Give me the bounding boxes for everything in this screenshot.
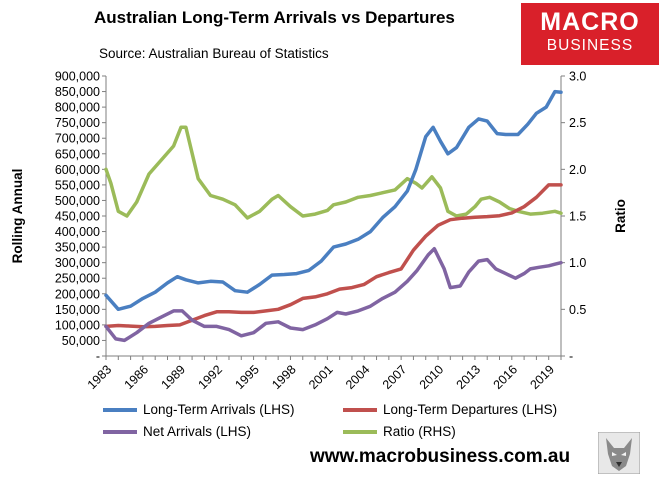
legend-departures: Long-Term Departures (LHS) — [343, 402, 557, 417]
x-tick-label: 2019 — [527, 362, 557, 392]
y-tick-label: - — [96, 350, 100, 364]
x-tick-label: 2016 — [491, 362, 521, 392]
x-tick-label: 1983 — [85, 362, 115, 392]
y2-tick-label: 2.0 — [569, 163, 586, 177]
y2-tick-label: 1.0 — [569, 256, 586, 270]
y2-axis-title: Ratio — [613, 199, 628, 233]
y-tick-label: 750,000 — [55, 116, 100, 130]
series-line-long-term-departures-lhs — [104, 183, 563, 329]
y-tick-label: 150,000 — [55, 303, 100, 317]
legend-ratio: Ratio (RHS) — [343, 424, 456, 439]
y-tick-label: 850,000 — [55, 85, 100, 99]
x-tick-label: 1998 — [269, 362, 299, 392]
y2-tick-label: 3.0 — [569, 70, 586, 84]
x-tick-label: 1986 — [122, 362, 152, 392]
chart-title: Australian Long-Term Arrivals vs Departu… — [94, 8, 455, 27]
y-tick-label: 200,000 — [55, 287, 100, 301]
chart-source: Source: Australian Bureau of Statistics — [99, 46, 329, 61]
y-tick-label: 400,000 — [55, 225, 100, 239]
y-axis-title: Rolling Annual — [10, 169, 25, 264]
y-tick-label: 800,000 — [55, 101, 100, 115]
legend-arrivals: Long-Term Arrivals (LHS) — [103, 402, 295, 417]
logo-line-2: BUSINESS — [546, 37, 634, 54]
legend-net-arrivals-swatch — [103, 429, 137, 434]
y-tick-label: 700,000 — [55, 132, 100, 146]
x-tick-label: 1995 — [232, 362, 262, 392]
y-tick-label: 600,000 — [55, 163, 100, 177]
legend-arrivals-label: Long-Term Arrivals (LHS) — [143, 402, 295, 417]
legend-departures-label: Long-Term Departures (LHS) — [383, 402, 558, 417]
series-line-net-arrivals-lhs — [104, 246, 563, 343]
y-tick-label: 450,000 — [55, 210, 100, 224]
y-tick-label: 250,000 — [55, 272, 100, 286]
x-tick-label: 1992 — [195, 362, 225, 392]
wolf-logo-icon — [598, 432, 640, 474]
y2-tick-label: 1.5 — [569, 210, 586, 224]
x-tick-label: 2001 — [306, 362, 336, 392]
x-tick-label: 1989 — [159, 362, 189, 392]
legend-ratio-label: Ratio (RHS) — [383, 424, 456, 439]
macrobusiness-logo: MACRO BUSINESS — [521, 3, 659, 65]
logo-line-1: MACRO — [540, 8, 640, 36]
y2-tick-label: - — [569, 350, 573, 364]
y-tick-label: 550,000 — [55, 178, 100, 192]
legend-ratio-swatch — [343, 429, 377, 434]
y-tick-label: 900,000 — [55, 70, 100, 84]
x-tick-label: 2007 — [380, 362, 410, 392]
y2-tick-label: 0.5 — [569, 303, 586, 317]
legend-net-arrivals-label: Net Arrivals (LHS) — [143, 424, 252, 439]
legend-net-arrivals: Net Arrivals (LHS) — [103, 424, 251, 439]
legend-arrivals-swatch — [103, 407, 137, 412]
series-line-ratio-rhs — [104, 125, 563, 220]
y-tick-label: 350,000 — [55, 241, 100, 255]
y2-tick-label: 2.5 — [569, 116, 586, 130]
y-tick-label: 650,000 — [55, 147, 100, 161]
y-tick-label: 500,000 — [55, 194, 100, 208]
y-tick-label: 100,000 — [55, 318, 100, 332]
y-tick-label: 300,000 — [55, 256, 100, 270]
y-tick-label: 50,000 — [62, 334, 100, 348]
legend-departures-swatch — [343, 407, 377, 412]
website-url: www.macrobusiness.com.au — [310, 446, 571, 467]
x-tick-label: 2004 — [343, 362, 373, 392]
x-tick-label: 2013 — [454, 362, 484, 392]
x-tick-label: 2010 — [417, 362, 447, 392]
series-line-long-term-arrivals-lhs — [104, 89, 563, 312]
